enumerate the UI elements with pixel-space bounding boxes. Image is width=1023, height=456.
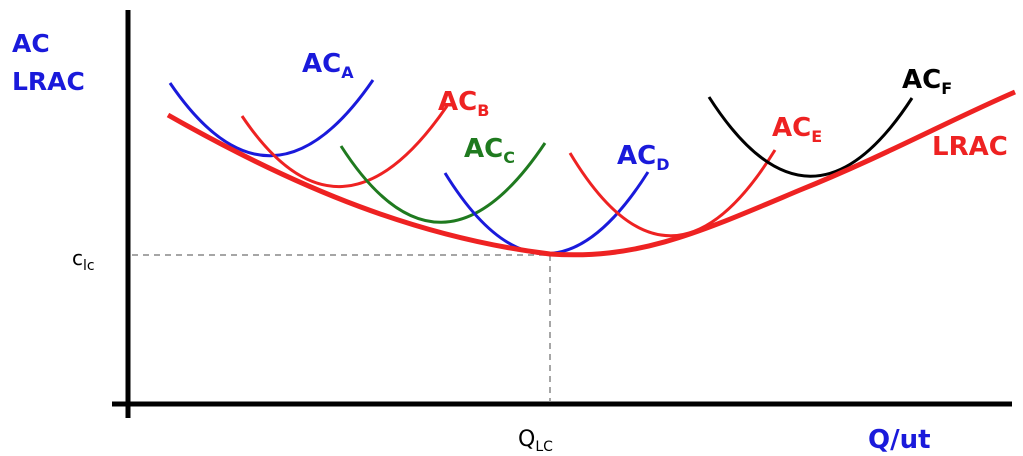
ac-f-sub: F — [941, 79, 952, 98]
ac-a-sub: A — [341, 63, 354, 82]
ac-e-label: ACE — [772, 113, 822, 146]
x-axis-label: Q/ut — [868, 425, 931, 455]
ac-d-main: AC — [617, 141, 656, 171]
ac-f-curve — [707, 96, 914, 178]
ac-f-label: ACF — [902, 65, 952, 98]
qlc-sub: LC — [535, 439, 553, 455]
ac-f-main: AC — [902, 65, 941, 95]
ac-b-curve — [240, 105, 449, 188]
ac-b-sub: B — [477, 101, 489, 120]
ac-a-main: AC — [302, 49, 341, 79]
ac-e-sub: E — [811, 127, 822, 146]
ac-c-curve — [339, 142, 547, 224]
clc-marker-label: clc — [72, 246, 95, 274]
ac-c-sub: C — [503, 148, 515, 167]
ac-b-label: ACB — [438, 87, 489, 120]
ac-a-label: ACA — [302, 49, 354, 82]
clc-sub: lc — [83, 258, 95, 274]
y-axis-label-lrac: LRAC — [12, 67, 85, 96]
ac-a-curve — [168, 79, 375, 158]
qlc-main: Q — [518, 427, 535, 452]
lrac-curve — [166, 89, 1016, 258]
y-axis-label-ac: AC — [12, 29, 50, 58]
ac-b-main: AC — [438, 87, 477, 117]
ac-c-main: AC — [464, 134, 503, 164]
ac-e-curve — [568, 149, 777, 238]
ac-d-sub: D — [656, 155, 669, 174]
ac-d-label: ACD — [617, 141, 669, 174]
clc-main: c — [72, 246, 83, 270]
lrac-label: LRAC — [932, 132, 1008, 162]
qlc-marker-label: QLC — [518, 427, 553, 455]
ac-c-label: ACC — [464, 134, 515, 167]
ac-e-main: AC — [772, 113, 811, 143]
